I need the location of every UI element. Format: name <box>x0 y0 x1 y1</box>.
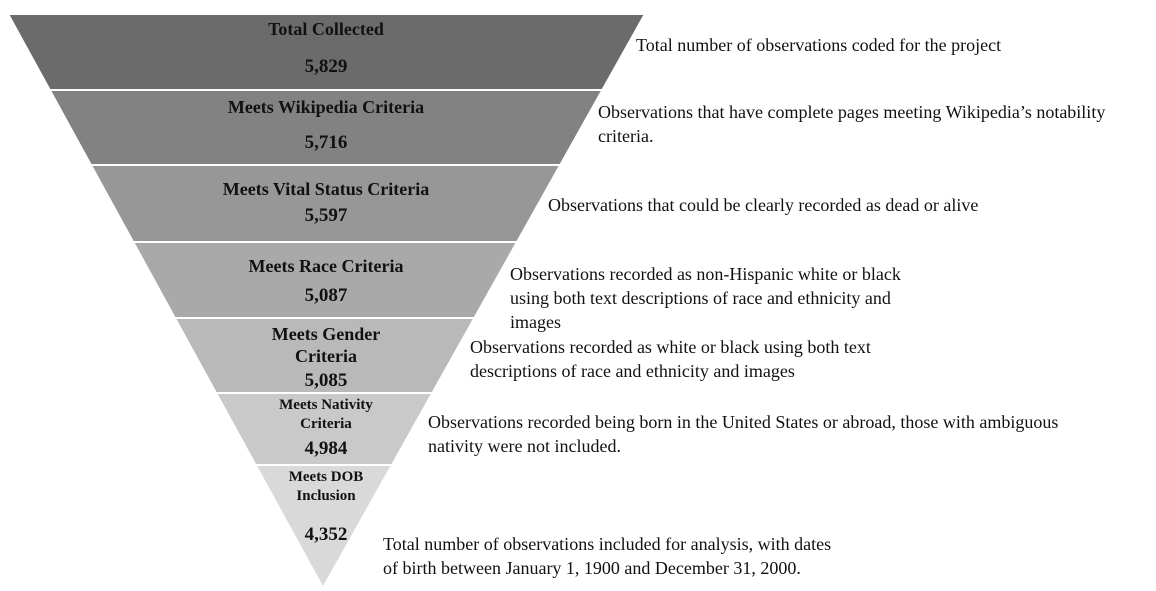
stage-description: Observations recorded being born in the … <box>428 412 1059 456</box>
stage-count: 5,597 <box>304 205 348 226</box>
stage-label: Meets Wikipedia Criteria <box>227 97 425 117</box>
stage-label: Meets Vital Status Criteria <box>222 179 430 199</box>
stage-count: 4,984 <box>304 438 348 459</box>
stage-description: Total number of observations included fo… <box>383 534 832 578</box>
stage-label: Meets Nativity Criteria <box>279 397 373 432</box>
stage-description: Observations recorded as white or black … <box>470 337 871 381</box>
stage-description: Total number of observations coded for t… <box>636 35 1002 55</box>
stage-count: 5,087 <box>304 285 348 306</box>
stage-description: Observations that have complete pages me… <box>598 102 1106 146</box>
stage-description: Observations recorded as non-Hispanic wh… <box>510 264 901 332</box>
stage-description: Observations that could be clearly recor… <box>548 195 979 215</box>
stage-count: 5,829 <box>304 56 348 77</box>
stage-count: 4,352 <box>304 524 348 545</box>
stage-count: 5,085 <box>304 370 348 391</box>
stage-label: Meets Race Criteria <box>248 256 404 276</box>
stage-label: Meets DOB Inclusion <box>288 469 364 504</box>
funnel-stage <box>89 164 563 243</box>
stage-label: Total Collected <box>268 19 384 39</box>
stage-label: Meets Gender Criteria <box>271 324 381 366</box>
funnel-stage <box>253 464 394 591</box>
stage-count: 5,716 <box>304 132 348 153</box>
